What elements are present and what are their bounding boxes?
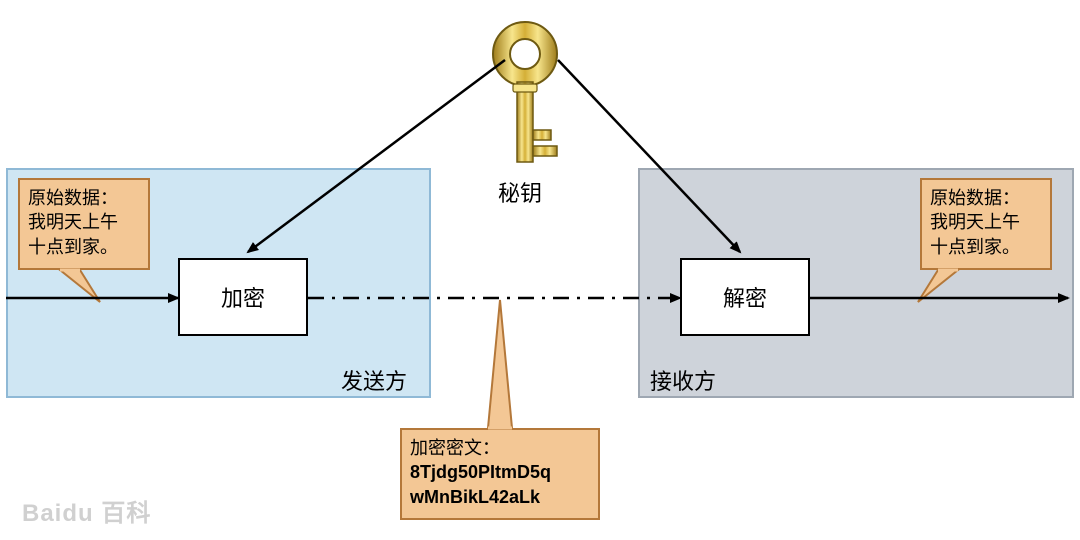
callout-left-body: 我明天上午 十点到家。 bbox=[28, 210, 140, 259]
watermark: Baidu 百科 bbox=[22, 493, 151, 528]
callout-original-left: 原始数据： 我明天上午 十点到家。 bbox=[18, 178, 150, 270]
decrypt-label: 解密 bbox=[723, 281, 767, 313]
callout-original-right: 原始数据： 我明天上午 十点到家。 bbox=[920, 178, 1052, 270]
receiver-label: 接收方 bbox=[650, 364, 716, 396]
callout-right-title: 原始数据： bbox=[930, 186, 1042, 210]
callout-cipher-title: 加密密文： bbox=[410, 436, 590, 460]
callout-cipher-body: 8Tjdg50PItmD5q wMnBikL42aLk bbox=[410, 460, 590, 509]
decrypt-box: 解密 bbox=[680, 258, 810, 336]
key-icon bbox=[493, 22, 557, 162]
sender-label: 发送方 bbox=[341, 364, 407, 396]
callout-right-body: 我明天上午 十点到家。 bbox=[930, 210, 1042, 259]
callout-ciphertext: 加密密文： 8Tjdg50PItmD5q wMnBikL42aLk bbox=[400, 428, 600, 520]
callout-left-title: 原始数据： bbox=[28, 186, 140, 210]
encrypt-box: 加密 bbox=[178, 258, 308, 336]
key-label: 秘钥 bbox=[498, 176, 542, 208]
encrypt-label: 加密 bbox=[221, 281, 265, 313]
